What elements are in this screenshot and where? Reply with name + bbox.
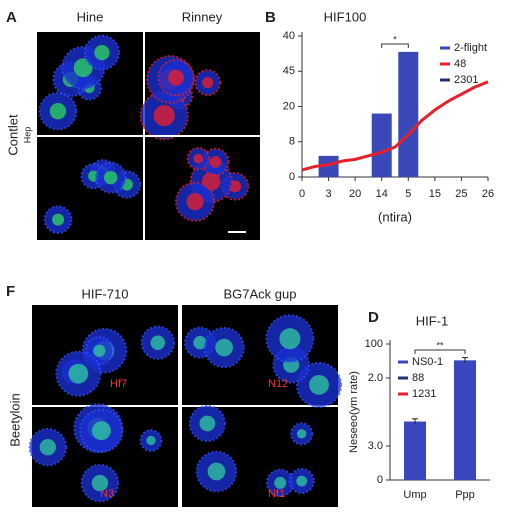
legend-label: 1231: [412, 388, 436, 400]
image-label: N12: [268, 378, 288, 390]
x-tick-label: 3: [326, 188, 332, 200]
x-tick-label: 26: [482, 188, 494, 200]
nucleus: [49, 102, 67, 120]
nucleus: [296, 475, 308, 487]
image-label: Hf7: [110, 378, 127, 390]
row-label: Beetyloin: [7, 393, 22, 446]
nucleus: [309, 374, 329, 395]
bracket: [381, 43, 409, 48]
nucleus: [296, 429, 307, 439]
column-label: Hine: [77, 9, 104, 24]
nucleus: [91, 474, 109, 492]
image-label: Nf1: [268, 488, 285, 500]
column-label: BG7Ack gup: [224, 286, 297, 301]
legend-label: 48: [454, 58, 466, 70]
panel-letter: A: [6, 9, 17, 26]
row-sublabel: Hep: [22, 127, 32, 144]
bar: [371, 113, 392, 177]
x-axis-label: (ntira): [378, 209, 412, 224]
nucleus: [168, 69, 185, 86]
y-tick-label: 2.0: [368, 372, 383, 384]
row-label: Contlet: [5, 114, 20, 156]
nucleus: [193, 153, 204, 164]
bracket: [414, 349, 466, 354]
bar: [404, 421, 426, 480]
y-tick-label: 8: [289, 136, 295, 148]
legend-label: 2-flight: [454, 42, 487, 54]
nucleus: [153, 104, 175, 127]
x-tick-label: Ump: [403, 489, 426, 501]
image-label: N3: [100, 488, 114, 500]
annotation: **: [436, 340, 444, 350]
annotation: *: [393, 34, 397, 44]
legend-label: 2301: [454, 74, 478, 86]
nucleus: [199, 415, 216, 432]
y-tick-label: 20: [283, 100, 295, 112]
nucleus: [150, 335, 166, 351]
nucleus: [146, 435, 156, 446]
bar: [318, 155, 339, 177]
nucleus: [274, 476, 287, 489]
panel-letter: B: [265, 9, 276, 26]
chart-title: HIF100: [324, 9, 367, 24]
bar: [398, 51, 419, 177]
y-tick-label: 0: [377, 474, 383, 486]
y-tick-label: 3.0: [368, 440, 383, 452]
y-axis-label: Neseeo(ym rate): [348, 371, 360, 453]
line: [301, 80, 489, 172]
x-tick-label: 25: [455, 188, 467, 200]
legend-label: 88: [412, 372, 424, 384]
nucleus: [186, 193, 204, 211]
bar: [454, 360, 476, 480]
x-tick-label: 14: [376, 188, 388, 200]
nucleus: [52, 213, 65, 226]
x-tick-label: 5: [405, 188, 411, 200]
nucleus: [202, 76, 214, 89]
nucleus: [93, 344, 106, 357]
nucleus: [91, 421, 111, 441]
nucleus: [229, 180, 242, 193]
nucleus: [68, 363, 89, 384]
y-tick-label: 100: [365, 338, 383, 350]
nucleus: [207, 462, 226, 481]
panel-letter: F: [6, 283, 15, 300]
x-tick-label: Ppp: [455, 489, 475, 501]
nucleus: [193, 335, 207, 350]
y-tick-label: 0: [289, 171, 295, 183]
column-label: Rinney: [182, 9, 223, 24]
nucleus: [94, 44, 110, 61]
chart-title: HIF-1: [416, 313, 449, 328]
y-tick-label: 40: [283, 30, 295, 42]
x-tick-label: 20: [349, 188, 361, 200]
x-tick-label: 0: [299, 188, 305, 200]
x-tick-label: 15: [429, 188, 441, 200]
nucleus: [39, 438, 57, 456]
nucleus: [209, 156, 222, 168]
panel-letter: D: [368, 309, 379, 326]
nucleus: [104, 170, 118, 185]
y-tick-label: 45: [283, 65, 295, 77]
micrographs: [28, 32, 343, 507]
nucleus: [279, 328, 301, 350]
nucleus: [73, 58, 93, 78]
column-label: HIF-710: [82, 286, 129, 301]
legend-label: NS0-1: [412, 356, 443, 368]
nucleus: [215, 338, 233, 357]
